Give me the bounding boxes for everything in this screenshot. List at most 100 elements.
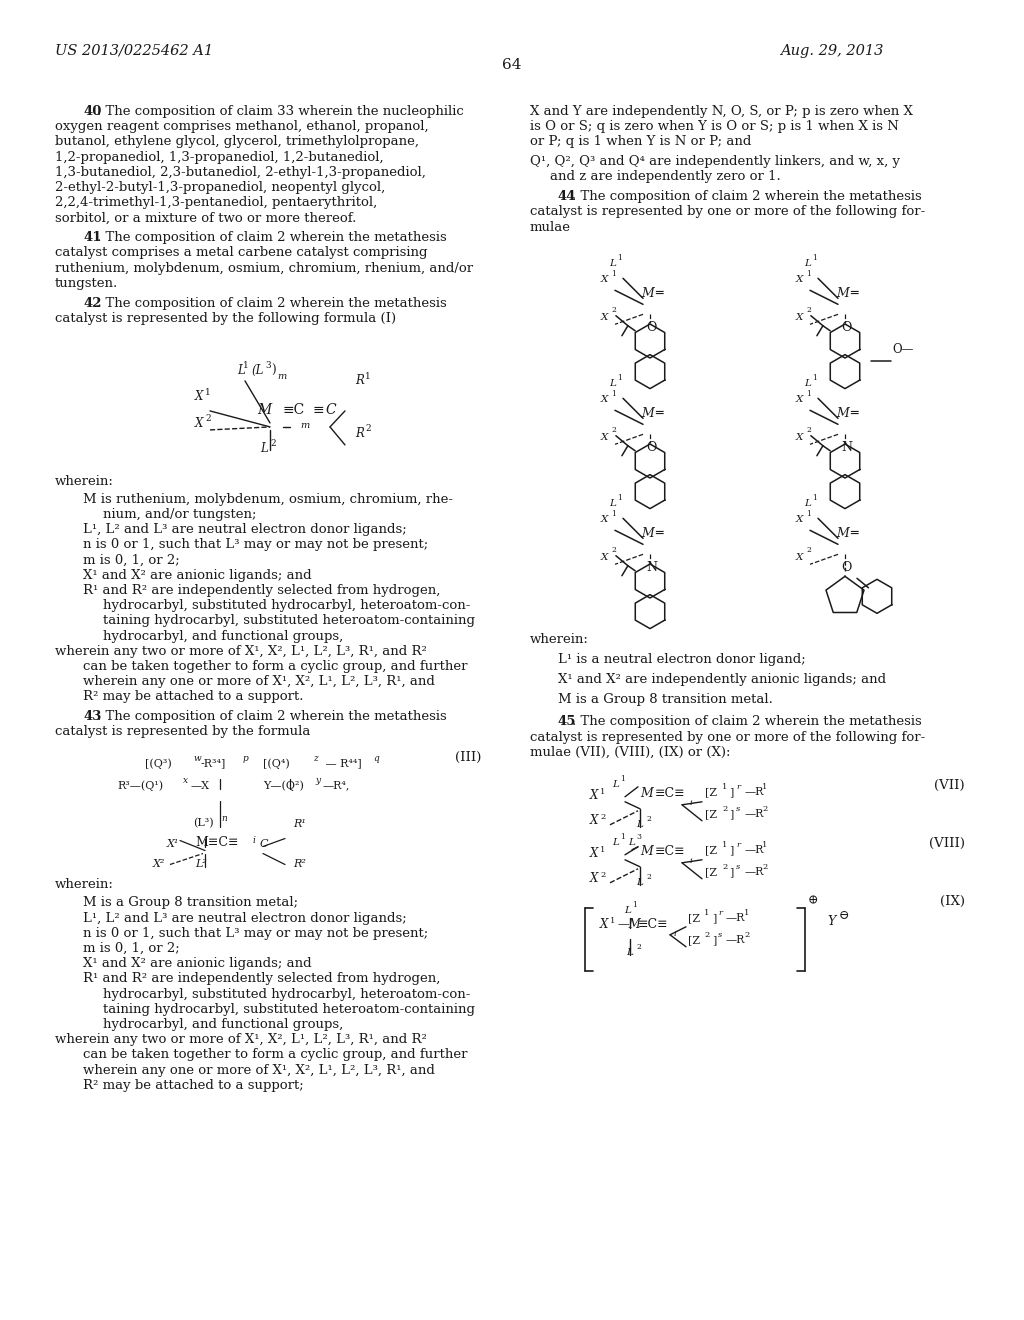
Text: L: L xyxy=(237,364,245,378)
Text: taining hydrocarbyl, substituted heteroatom-containing: taining hydrocarbyl, substituted heteroa… xyxy=(103,1003,475,1016)
Text: —R: —R xyxy=(726,935,745,945)
Text: C: C xyxy=(325,403,336,417)
Text: R: R xyxy=(355,374,364,387)
Polygon shape xyxy=(635,475,665,508)
Text: M: M xyxy=(641,288,653,301)
Polygon shape xyxy=(635,594,665,628)
Text: R²: R² xyxy=(293,858,306,869)
Text: wherein:: wherein: xyxy=(530,634,589,647)
Text: catalyst is represented by one or more of the following for-: catalyst is represented by one or more o… xyxy=(530,206,926,218)
Text: ═: ═ xyxy=(655,288,663,301)
Text: R¹ and R² are independently selected from hydrogen,: R¹ and R² are independently selected fro… xyxy=(83,973,440,985)
Text: 1: 1 xyxy=(617,494,622,503)
Text: M is a Group 8 transition metal.: M is a Group 8 transition metal. xyxy=(558,693,773,706)
Text: 1: 1 xyxy=(205,388,211,397)
Text: (VII): (VII) xyxy=(934,779,965,792)
Text: M: M xyxy=(640,787,652,800)
Text: L: L xyxy=(804,379,811,388)
Text: ]: ] xyxy=(712,935,717,945)
Text: 41: 41 xyxy=(83,231,101,244)
Text: M is ruthenium, molybdenum, osmium, chromium, rhe-: M is ruthenium, molybdenum, osmium, chro… xyxy=(83,492,453,506)
Text: i: i xyxy=(690,857,692,865)
Text: 1: 1 xyxy=(722,841,727,849)
Text: . The composition of claim 2 wherein the metathesis: . The composition of claim 2 wherein the… xyxy=(97,231,446,244)
Text: 1,3-butanediol, 2,3-butanediol, 2-ethyl-1,3-propanediol,: 1,3-butanediol, 2,3-butanediol, 2-ethyl-… xyxy=(55,166,426,178)
Text: —R: —R xyxy=(745,867,764,876)
Text: wherein any one or more of X¹, X², L¹, L², L³, R¹, and: wherein any one or more of X¹, X², L¹, L… xyxy=(83,675,435,688)
Text: X: X xyxy=(796,515,804,524)
Text: ): ) xyxy=(271,364,275,378)
Text: X: X xyxy=(601,433,608,442)
Text: X: X xyxy=(796,313,804,322)
Text: m is 0, 1, or 2;: m is 0, 1, or 2; xyxy=(83,942,180,954)
Text: 1: 1 xyxy=(617,375,622,383)
Text: wherein any two or more of X¹, X², L¹, L², L³, R¹, and R²: wherein any two or more of X¹, X², L¹, L… xyxy=(55,1034,427,1047)
Text: r: r xyxy=(736,841,740,849)
Text: n is 0 or 1, such that L³ may or may not be present;: n is 0 or 1, such that L³ may or may not… xyxy=(83,539,428,552)
Text: taining hydrocarbyl, substituted heteroatom-containing: taining hydrocarbyl, substituted heteroa… xyxy=(103,614,475,627)
Text: [Z: [Z xyxy=(705,867,717,876)
Text: (L: (L xyxy=(251,364,263,378)
Text: X: X xyxy=(590,814,598,826)
Text: X: X xyxy=(195,389,204,403)
Text: 1: 1 xyxy=(632,900,637,908)
Text: 2: 2 xyxy=(611,546,615,554)
Text: butanol, ethylene glycol, glycerol, trimethylolpropane,: butanol, ethylene glycol, glycerol, trim… xyxy=(55,136,419,148)
Text: X: X xyxy=(590,847,598,859)
Text: 1: 1 xyxy=(762,841,767,849)
Text: 2: 2 xyxy=(744,931,750,939)
Text: —R: —R xyxy=(726,913,745,923)
Text: 1: 1 xyxy=(762,783,767,791)
Text: [(Q³): [(Q³) xyxy=(145,758,172,768)
Text: X¹ and X² are anionic ligands; and: X¹ and X² are anionic ligands; and xyxy=(83,957,311,970)
Text: X: X xyxy=(601,553,608,562)
Text: -R³⁴]: -R³⁴] xyxy=(201,759,226,768)
Text: and z are independently zero or 1.: and z are independently zero or 1. xyxy=(550,170,780,183)
Text: catalyst is represented by one or more of the following for-: catalyst is represented by one or more o… xyxy=(530,730,926,743)
Text: [Z: [Z xyxy=(688,935,700,945)
Text: ruthenium, molybdenum, osmium, chromium, rhenium, and/or: ruthenium, molybdenum, osmium, chromium,… xyxy=(55,261,473,275)
Text: M: M xyxy=(640,845,652,858)
Text: (VIII): (VIII) xyxy=(929,837,965,850)
Text: O: O xyxy=(646,441,656,454)
Text: O: O xyxy=(646,321,656,334)
Text: . The composition of claim 2 wherein the metathesis: . The composition of claim 2 wherein the… xyxy=(572,715,922,729)
Text: 1: 1 xyxy=(600,846,605,854)
Text: L: L xyxy=(636,878,643,887)
Text: —R: —R xyxy=(745,787,764,797)
Text: [Z: [Z xyxy=(705,787,717,797)
Text: X: X xyxy=(601,395,608,404)
Text: —R: —R xyxy=(745,845,764,855)
Text: n is 0 or 1, such that L³ may or may not be present;: n is 0 or 1, such that L³ may or may not… xyxy=(83,927,428,940)
Text: X and Y are independently N, O, S, or P; p is zero when X: X and Y are independently N, O, S, or P;… xyxy=(530,106,912,117)
Text: hydrocarbyl, substituted hydrocarbyl, heteroatom-con-: hydrocarbyl, substituted hydrocarbyl, he… xyxy=(103,599,470,612)
Text: sorbitol, or a mixture of two or more thereof.: sorbitol, or a mixture of two or more th… xyxy=(55,211,356,224)
Text: L²: L² xyxy=(195,858,207,869)
Text: X²: X² xyxy=(153,858,165,869)
Text: L: L xyxy=(260,442,267,455)
Text: X: X xyxy=(600,917,608,931)
Text: oxygen reagent comprises methanol, ethanol, propanol,: oxygen reagent comprises methanol, ethan… xyxy=(55,120,429,133)
Text: L: L xyxy=(609,499,615,508)
Text: p: p xyxy=(243,754,249,763)
Text: . The composition of claim 2 wherein the metathesis: . The composition of claim 2 wherein the… xyxy=(97,297,446,309)
Polygon shape xyxy=(830,355,860,388)
Text: 1: 1 xyxy=(812,255,817,263)
Text: L: L xyxy=(804,499,811,508)
Text: O: O xyxy=(841,561,851,574)
Text: —M: —M xyxy=(618,917,642,931)
Text: L: L xyxy=(624,906,631,915)
Text: X¹: X¹ xyxy=(167,838,179,849)
Text: can be taken together to form a cyclic group, and further: can be taken together to form a cyclic g… xyxy=(83,1048,468,1061)
Text: r: r xyxy=(718,908,722,917)
Text: C: C xyxy=(260,838,268,849)
Text: 2,2,4-trimethyl-1,3-pentanediol, pentaerythritol,: 2,2,4-trimethyl-1,3-pentanediol, pentaer… xyxy=(55,197,377,209)
Text: L: L xyxy=(612,838,618,847)
Text: i: i xyxy=(690,799,692,807)
Text: [(Q⁴): [(Q⁴) xyxy=(263,758,290,768)
Text: 2: 2 xyxy=(722,805,727,813)
Polygon shape xyxy=(862,579,892,614)
Text: ]: ] xyxy=(729,867,733,876)
Text: X: X xyxy=(195,417,204,430)
Text: 1: 1 xyxy=(806,391,811,399)
